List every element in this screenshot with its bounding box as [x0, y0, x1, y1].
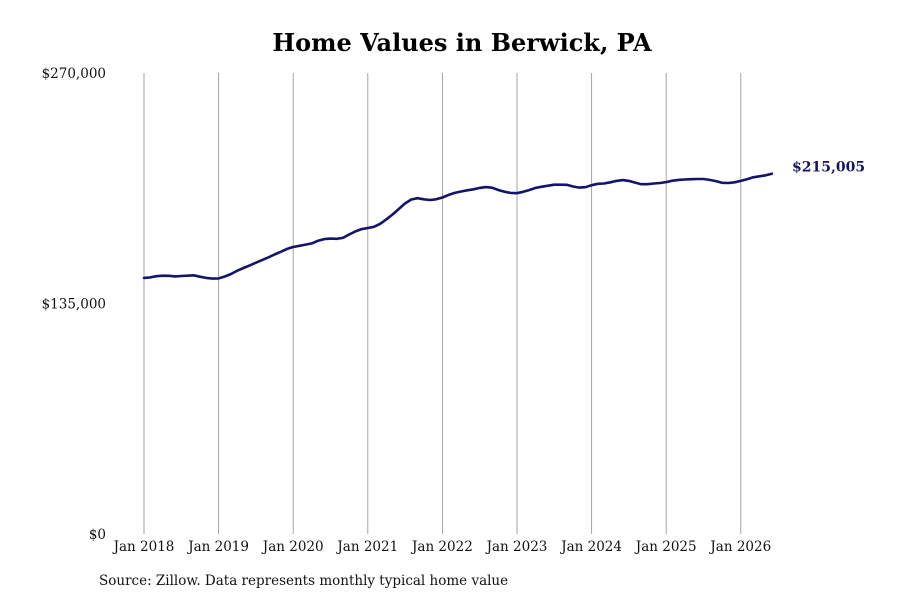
y-axis-tick-labels: $0 $135,000 $270,000	[42, 66, 106, 543]
x-tick-label: Jan 2020	[261, 539, 324, 555]
x-tick-label: Jan 2021	[335, 539, 398, 555]
x-tick-label: Jan 2026	[708, 539, 771, 555]
y-tick-label: $270,000	[42, 66, 106, 82]
grid-layer	[143, 73, 742, 534]
x-tick-label: Jan 2018	[112, 539, 175, 555]
x-tick-label: Jan 2022	[410, 539, 473, 555]
latest-value-label: $215,005	[792, 160, 865, 176]
home-value-line	[142, 172, 774, 280]
y-tick-label: $0	[89, 527, 106, 543]
x-axis-tick-labels: Jan 2018 Jan 2019 Jan 2020 Jan 2021 Jan 2022…	[112, 539, 772, 555]
x-tick-label: Jan 2023	[485, 539, 548, 555]
x-tick-label: Jan 2025	[634, 539, 697, 555]
chart-title: Home Values in Berwick, PA	[272, 28, 652, 57]
source-note: Source: Zillow. Data represents monthly …	[99, 573, 509, 589]
x-tick-label: Jan 2024	[559, 539, 622, 555]
x-tick-label: Jan 2019	[186, 539, 249, 555]
y-tick-label: $135,000	[42, 297, 106, 313]
